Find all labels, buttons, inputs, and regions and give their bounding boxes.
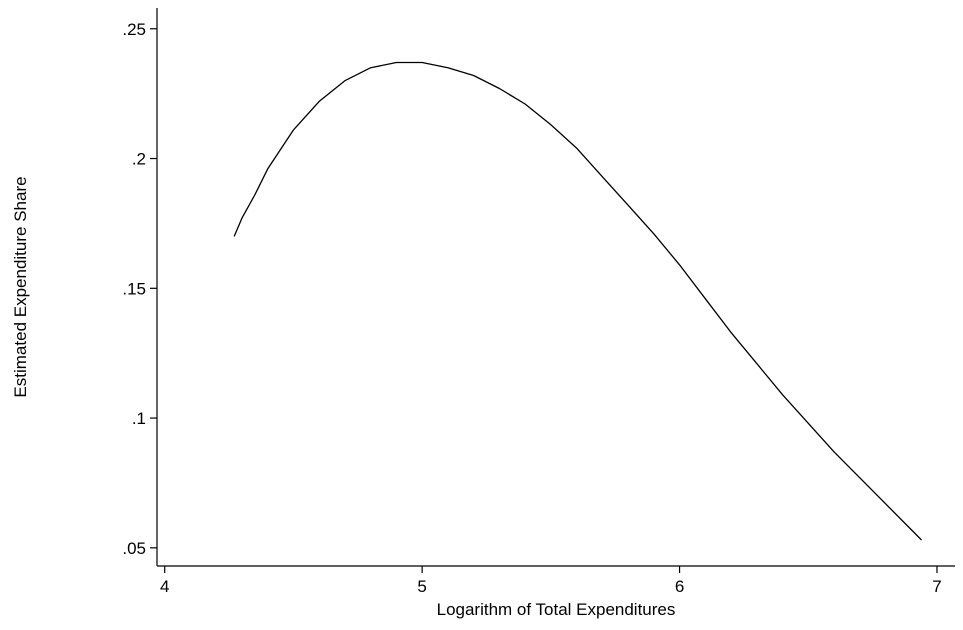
x-axis-title: Logarithm of Total Expenditures	[437, 600, 676, 619]
series-line	[233, 61, 922, 541]
y-ticks: .05 .1 .15 .2 .25	[122, 20, 157, 558]
y-tick-label: .25	[122, 20, 146, 39]
y-tick-label: .2	[132, 150, 146, 169]
x-tick-label: 4	[160, 577, 169, 596]
x-tick-label: 5	[417, 577, 426, 596]
series-layer	[233, 61, 922, 541]
y-tick-label: .1	[132, 409, 146, 428]
x-tick-label: 6	[675, 577, 684, 596]
y-tick-label: .15	[122, 279, 146, 298]
y-axis-title: Estimated Expenditure Share	[11, 176, 30, 397]
x-ticks: 4 5 6 7	[160, 566, 942, 596]
axes	[156, 8, 955, 567]
y-tick-label: .05	[122, 539, 146, 558]
x-tick-label: 7	[932, 577, 941, 596]
